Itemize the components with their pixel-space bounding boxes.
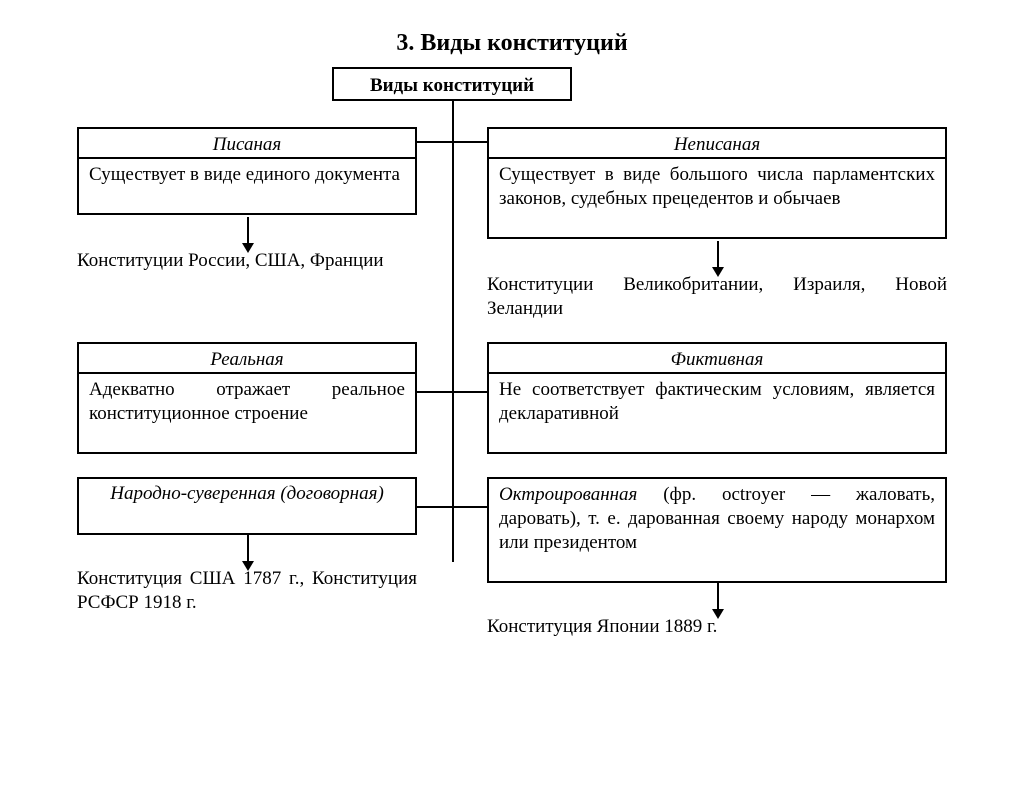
right-example-2: Конституция Японии 1889 г. (487, 615, 947, 639)
page-title: 3. Виды конституций (0, 30, 1024, 57)
right-desc-1: Не соответствует фактическим условиям, я… (487, 372, 947, 454)
trunk-line (452, 101, 454, 562)
branch-left-1 (417, 391, 452, 393)
branch-right-0 (454, 141, 487, 143)
left-desc-0: Существует в виде еди­ного документа (77, 157, 417, 215)
right-title-1: Фиктивная (487, 342, 947, 374)
branch-left-0 (417, 141, 452, 143)
left-title-1: Реальная (77, 342, 417, 374)
left-example-0: Конституции России, США, Франции (77, 249, 417, 273)
right-example-0: Конституции Великобритании, Израиля, Нов… (487, 273, 947, 321)
left-arrow-line-0 (247, 217, 249, 245)
branch-right-1 (454, 391, 487, 393)
left-title-2: Народно-суверенная (договорная) (77, 477, 417, 535)
right-title-2: Октроированная (фр. octroyer — жаловать,… (487, 477, 947, 583)
branch-left-2 (417, 506, 452, 508)
right-arrow-line-2 (717, 583, 719, 611)
right-title-0: Неписаная (487, 127, 947, 159)
left-example-2: Конституция США 1787 г., Конституция РСФ… (77, 567, 417, 615)
diagram-canvas: Виды конституцийПисанаяСуществует в виде… (77, 67, 947, 707)
branch-right-2 (454, 506, 487, 508)
right-arrow-line-0 (717, 241, 719, 269)
left-title-0: Писаная (77, 127, 417, 159)
root-box: Виды конституций (332, 67, 572, 101)
left-arrow-line-2 (247, 535, 249, 563)
right-desc-0: Существует в виде большого чис­ла парлам… (487, 157, 947, 239)
left-desc-1: Адекватно отражает ре­альное конституцио… (77, 372, 417, 454)
